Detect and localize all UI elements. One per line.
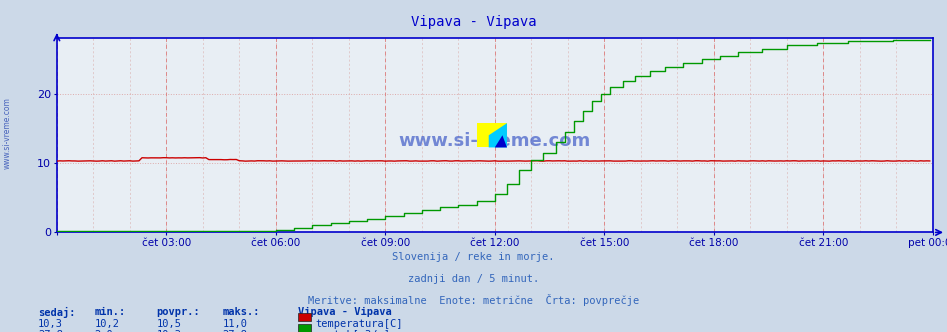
Text: Vipava - Vipava: Vipava - Vipava: [298, 307, 392, 317]
Text: pretok[m3/s]: pretok[m3/s]: [315, 330, 390, 332]
Text: 10,5: 10,5: [156, 319, 181, 329]
Text: maks.:: maks.:: [223, 307, 260, 317]
Text: min.:: min.:: [95, 307, 126, 317]
Text: 10,2: 10,2: [95, 319, 119, 329]
Text: 2,0: 2,0: [95, 330, 114, 332]
Text: Meritve: maksimalne  Enote: metrične  Črta: povprečje: Meritve: maksimalne Enote: metrične Črta…: [308, 294, 639, 306]
Text: zadnji dan / 5 minut.: zadnji dan / 5 minut.: [408, 274, 539, 284]
Text: 27,8: 27,8: [223, 330, 247, 332]
Polygon shape: [489, 123, 507, 147]
Text: www.si-vreme.com: www.si-vreme.com: [3, 97, 12, 169]
Text: 27,8: 27,8: [38, 330, 63, 332]
Text: temperatura[C]: temperatura[C]: [315, 319, 402, 329]
Text: 11,0: 11,0: [223, 319, 247, 329]
Text: www.si-vreme.com: www.si-vreme.com: [399, 132, 591, 150]
Text: 10,3: 10,3: [156, 330, 181, 332]
Text: povpr.:: povpr.:: [156, 307, 200, 317]
Bar: [476, 123, 507, 147]
Text: Slovenija / reke in morje.: Slovenija / reke in morje.: [392, 252, 555, 262]
Text: 10,3: 10,3: [38, 319, 63, 329]
Text: sedaj:: sedaj:: [38, 307, 76, 318]
Polygon shape: [494, 135, 507, 147]
Text: Vipava - Vipava: Vipava - Vipava: [411, 15, 536, 29]
